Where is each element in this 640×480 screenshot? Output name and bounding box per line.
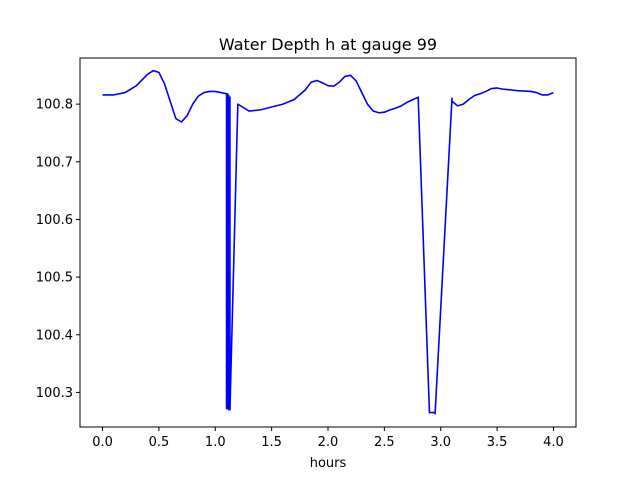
x-tick-label: 2.5 — [374, 435, 395, 450]
x-tick-label: 0.0 — [92, 435, 113, 450]
x-axis-label: hours — [310, 456, 347, 471]
series-line — [102, 69, 554, 415]
x-axis: 0.0 0.5 1.0 1.5 2.0 2.5 3.0 3.5 4.0 — [92, 427, 564, 450]
y-tick-label: 100.8 — [36, 98, 73, 113]
plot-frame — [79, 57, 577, 428]
x-tick-label: 1.0 — [205, 435, 226, 450]
x-tick-label: 2.0 — [318, 435, 339, 450]
y-tick-label: 100.4 — [36, 328, 73, 343]
x-tick-label: 3.5 — [487, 435, 508, 450]
y-tick-label: 100.5 — [36, 271, 73, 286]
chart-title: Water Depth h at gauge 99 — [219, 35, 437, 54]
y-axis: 100.3 100.4 100.5 100.6 100.7 100.8 — [36, 98, 80, 401]
x-tick-label: 0.5 — [149, 435, 170, 450]
y-tick-label: 100.3 — [36, 386, 73, 401]
y-tick-label: 100.6 — [36, 213, 73, 228]
x-tick-label: 4.0 — [543, 435, 564, 450]
plot-area — [102, 69, 554, 415]
y-tick-label: 100.7 — [36, 155, 73, 170]
x-tick-label: 1.5 — [261, 435, 282, 450]
x-tick-label: 3.0 — [430, 435, 451, 450]
